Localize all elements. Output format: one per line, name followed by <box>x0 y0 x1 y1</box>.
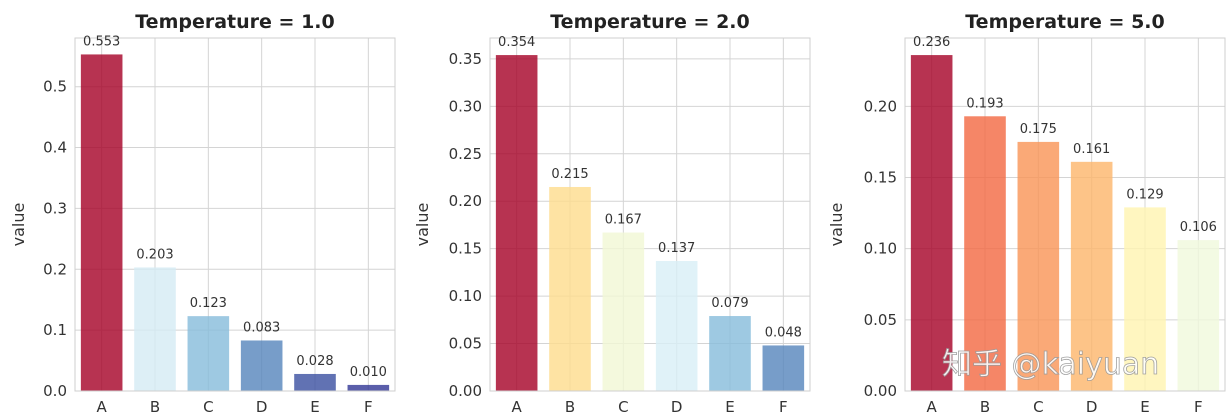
chart-panel-1: 0.553 0.203 0.123 0.083 0.028 0.010 0.0 0.1 0.2 0… <box>9 11 396 416</box>
data-label: 0.167 <box>605 213 642 228</box>
chart-title: Temperature = 2.0 <box>550 11 749 33</box>
y-tick-label: 0.05 <box>449 335 482 353</box>
bar-d <box>1070 161 1113 391</box>
y-tick-label: 0.1 <box>43 321 67 339</box>
bar-a <box>80 54 123 391</box>
bar-e <box>294 373 336 391</box>
bar-d <box>240 340 283 391</box>
y-tick-label: 0.0 <box>43 382 67 400</box>
data-label: 0.193 <box>966 96 1003 111</box>
data-label: 0.137 <box>658 241 695 256</box>
bar-b <box>134 267 176 391</box>
y-tick-label: 0.00 <box>864 382 897 400</box>
bar-f <box>762 345 805 391</box>
x-tick-label: E <box>1140 398 1149 416</box>
x-tick-label: B <box>565 398 575 416</box>
bar-d <box>655 260 698 391</box>
x-tick-label: D <box>671 398 683 416</box>
y-tick-label: 0.30 <box>449 97 482 115</box>
watermark: 知乎 @kaiyuan <box>942 347 1159 382</box>
bar-e <box>1124 207 1166 391</box>
y-axis-label: value <box>9 203 28 247</box>
x-tick-label: C <box>203 398 213 416</box>
x-tick-label: E <box>310 398 319 416</box>
data-label: 0.123 <box>190 296 227 311</box>
x-tick-label: F <box>1194 398 1203 416</box>
chart-title: Temperature = 5.0 <box>965 11 1164 33</box>
x-tick-label: F <box>779 398 788 416</box>
y-axis-label: value <box>827 203 846 247</box>
bar-c <box>1017 141 1060 391</box>
bar-f <box>347 384 390 391</box>
bar-a <box>910 55 953 391</box>
data-label: 0.161 <box>1073 142 1110 157</box>
x-tick-label: A <box>512 398 523 416</box>
y-tick-label: 0.15 <box>864 168 897 186</box>
axes-frame <box>489 37 811 392</box>
axes-frame <box>904 37 1226 392</box>
data-label: 0.083 <box>243 320 280 335</box>
y-tick-label: 0.15 <box>449 240 482 258</box>
x-tick-label: C <box>618 398 628 416</box>
data-label: 0.553 <box>83 34 120 49</box>
y-tick-label: 0.4 <box>43 139 67 157</box>
data-label: 0.215 <box>551 167 588 182</box>
data-label: 0.175 <box>1020 122 1057 137</box>
y-tick-label: 0.20 <box>449 192 482 210</box>
x-tick-label: B <box>150 398 160 416</box>
data-label: 0.028 <box>296 354 333 369</box>
bar-c <box>187 316 230 391</box>
data-label: 0.048 <box>765 325 802 340</box>
y-axis-label: value <box>413 203 432 247</box>
bar-a <box>495 55 538 391</box>
bar-b <box>549 186 591 391</box>
data-label: 0.203 <box>136 247 173 262</box>
data-label: 0.106 <box>1180 220 1217 235</box>
x-tick-label: D <box>256 398 268 416</box>
y-tick-label: 0.10 <box>864 240 897 258</box>
chart-panel-3: 0.236 0.193 0.175 0.161 0.129 0.106 0.00 0.05 0.… <box>827 11 1226 416</box>
bar-b <box>964 116 1006 392</box>
data-label: 0.010 <box>350 365 387 380</box>
data-label: 0.236 <box>913 35 950 50</box>
y-tick-label: 0.25 <box>449 145 482 163</box>
chart-title: Temperature = 1.0 <box>135 11 334 33</box>
x-tick-label: C <box>1033 398 1043 416</box>
y-tick-label: 0.20 <box>864 97 897 115</box>
bar-e <box>709 316 751 391</box>
x-tick-label: F <box>364 398 373 416</box>
x-tick-label: B <box>980 398 990 416</box>
x-tick-label: A <box>97 398 108 416</box>
chart-panel-2: 0.354 0.215 0.167 0.137 0.079 0.048 0.00 0.05 0.… <box>413 11 811 416</box>
y-tick-label: 0.2 <box>43 260 67 278</box>
x-tick-label: E <box>725 398 734 416</box>
data-label: 0.354 <box>498 35 535 50</box>
axes-frame <box>74 37 396 392</box>
y-tick-label: 0.05 <box>864 311 897 329</box>
x-tick-label: A <box>927 398 938 416</box>
y-tick-label: 0.5 <box>43 78 67 96</box>
data-label: 0.079 <box>711 296 748 311</box>
bar-c <box>602 232 645 391</box>
x-tick-label: D <box>1086 398 1098 416</box>
y-tick-label: 0.10 <box>449 287 482 305</box>
data-label: 0.129 <box>1126 187 1163 202</box>
y-tick-label: 0.35 <box>449 50 482 68</box>
bar-f <box>1177 240 1220 391</box>
y-tick-label: 0.3 <box>43 199 67 217</box>
y-tick-label: 0.00 <box>449 382 482 400</box>
